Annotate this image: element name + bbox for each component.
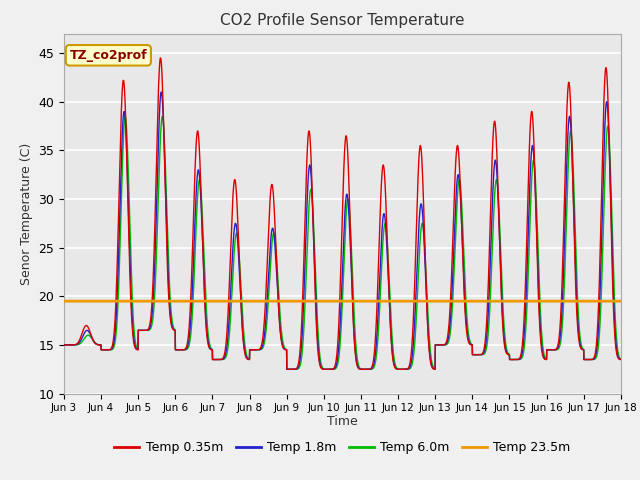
Y-axis label: Senor Temperature (C): Senor Temperature (C) (20, 143, 33, 285)
Text: TZ_co2prof: TZ_co2prof (70, 49, 147, 62)
Legend: Temp 0.35m, Temp 1.8m, Temp 6.0m, Temp 23.5m: Temp 0.35m, Temp 1.8m, Temp 6.0m, Temp 2… (109, 436, 575, 459)
X-axis label: Time: Time (327, 415, 358, 428)
Title: CO2 Profile Sensor Temperature: CO2 Profile Sensor Temperature (220, 13, 465, 28)
